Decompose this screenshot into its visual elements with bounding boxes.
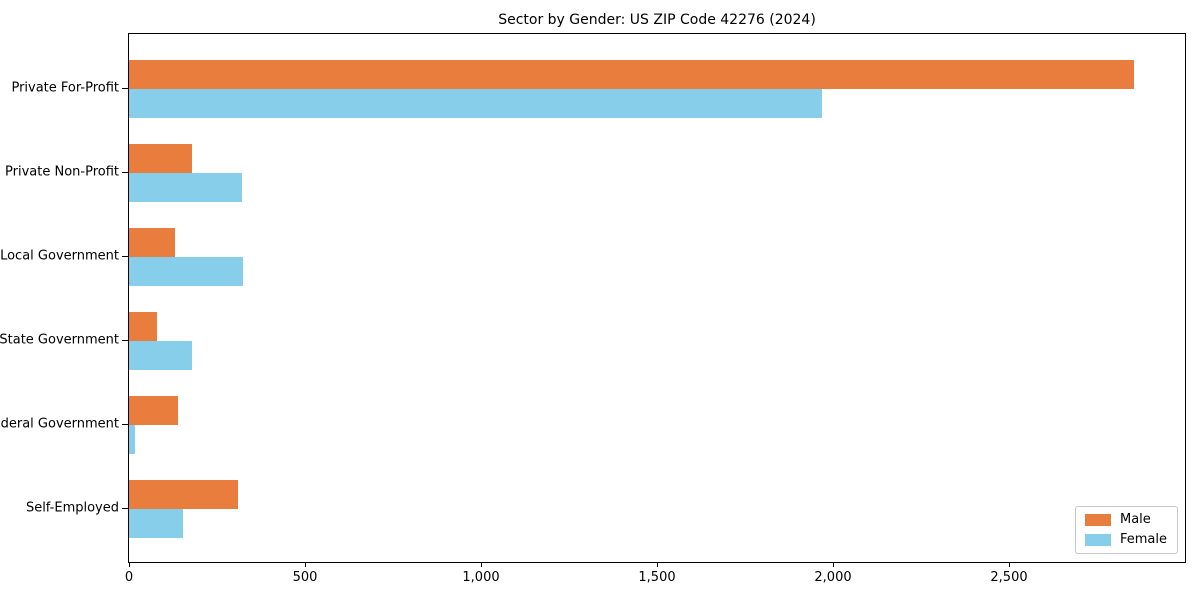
bar-male-federal-government: [129, 396, 179, 425]
y-axis-label-federal-government: Federal Government: [0, 416, 119, 432]
x-tick-label-2-500: 2,500: [990, 570, 1028, 585]
x-tick-label-1-000: 1,000: [462, 570, 500, 585]
chart-title: Sector by Gender: US ZIP Code 42276 (202…: [498, 12, 816, 28]
legend-swatch-female-icon: [1084, 534, 1111, 546]
x-tick-mark: [657, 562, 659, 567]
bar-female-local-government: [129, 257, 244, 286]
x-tick-label-0: 0: [124, 570, 134, 585]
y-tick-mark: [122, 172, 128, 174]
x-tick-mark: [833, 562, 835, 567]
legend-item-female: Female: [1084, 532, 1167, 547]
y-tick-mark: [122, 88, 128, 90]
bar-male-state-government: [129, 312, 157, 341]
y-tick-mark: [122, 508, 128, 510]
y-axis-label-state-government: State Government: [0, 332, 119, 348]
y-axis-label-local-government: Local Government: [0, 248, 119, 264]
bar-female-state-government: [129, 341, 193, 370]
x-tick-label-1-500: 1,500: [638, 570, 676, 585]
x-tick-mark: [305, 562, 307, 567]
bar-male-self-employed: [129, 480, 239, 509]
y-axis-label-self-employed: Self-Employed: [25, 500, 119, 516]
x-tick-mark: [129, 562, 131, 567]
legend-label-female: Female: [1119, 532, 1167, 547]
y-tick-mark: [122, 340, 128, 342]
legend: Male Female: [1074, 506, 1178, 554]
legend-item-male: Male: [1084, 512, 1167, 527]
y-axis-label-private-non-profit: Private Non-Profit: [5, 164, 119, 180]
bar-female-self-employed: [129, 509, 183, 538]
legend-label-male: Male: [1119, 512, 1151, 527]
bar-male-private-non-profit: [129, 144, 193, 173]
x-tick-mark: [481, 562, 483, 567]
y-tick-mark: [122, 424, 128, 426]
x-tick-mark: [1009, 562, 1011, 567]
bar-female-private-for-profit: [129, 89, 823, 118]
y-tick-mark: [122, 256, 128, 258]
bar-male-private-for-profit: [129, 60, 1134, 89]
bar-female-federal-government: [129, 425, 136, 454]
x-tick-label-2-000: 2,000: [814, 570, 852, 585]
plot-area: Male Female: [128, 33, 1186, 563]
bar-male-local-government: [129, 228, 175, 257]
legend-swatch-male-icon: [1084, 514, 1111, 526]
bar-female-private-non-profit: [129, 173, 242, 202]
x-tick-label-500: 500: [292, 570, 318, 585]
y-axis-label-private-for-profit: Private For-Profit: [11, 80, 119, 96]
